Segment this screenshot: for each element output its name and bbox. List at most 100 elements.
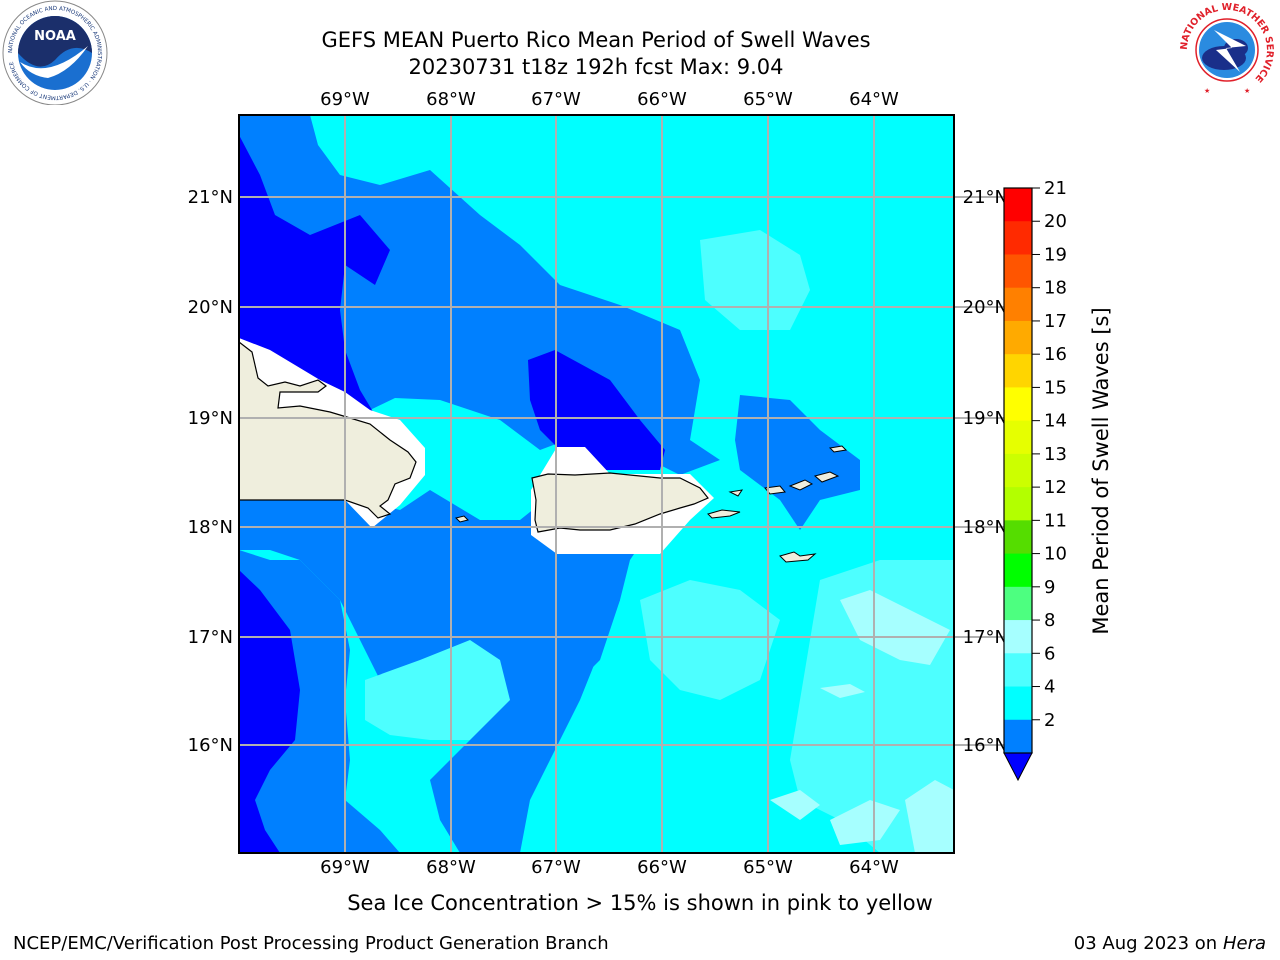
colorbar-tick-label: 9 [1044,577,1055,598]
island-anegada [828,445,848,453]
ocean-2-4 [239,135,390,420]
lat-label: 18°N [963,517,1008,538]
map-title: GEFS MEAN Puerto Rico Mean Period of Swe… [321,28,871,52]
svg-text:★: ★ [1204,87,1210,95]
ocean-9-10 [830,800,900,845]
sea-ice-note: Sea Ice Concentration > 15% is shown in … [347,891,933,915]
colorbar-tick-label: 10 [1044,544,1067,565]
credit-text: NCEP/EMC/Verification Post Processing Pr… [13,933,609,954]
lat-label: 16°N [963,735,1008,756]
lat-label: 17°N [188,627,233,648]
machine-name: Hera [1222,933,1266,954]
colorbar-tick-label: 11 [1044,510,1067,531]
colorbar-tick-label: 19 [1044,244,1067,265]
colorbar-bin [1004,453,1032,488]
ocean-9-10 [840,590,950,665]
colorbar-bins [1004,188,1032,754]
colorbar-tick-label: 15 [1044,377,1067,398]
lon-label: 69°W [320,89,370,110]
colorbar-bin [1004,620,1032,654]
lon-label: 68°W [426,89,476,110]
ocean-8-9 [700,230,810,330]
colorbar-tick-label: 13 [1044,444,1067,465]
svg-text:★: ★ [1244,87,1250,95]
ocean-4-6 [430,540,620,853]
colorbar-bin [1004,221,1032,255]
lon-label: 64°W [849,857,899,878]
noaa-logo-text: NOAA [34,29,76,44]
ocean-8-9 [365,640,510,740]
colorbar-bin [1004,320,1032,355]
ocean-2-4 [528,350,665,470]
colorbar-frame [1003,187,1033,754]
colorbar-tick-label: 21 [1044,178,1067,199]
ocean-9-10 [905,780,954,853]
colorbar-bin [1004,719,1032,754]
colorbar-bin [1004,553,1032,588]
colorbar-bin [1004,287,1032,322]
lon-label: 67°W [531,89,581,110]
lon-label: 68°W [426,857,476,878]
colorbar-bin [1004,586,1032,621]
colorbar: 21 20 19 18 17 16 15 14 13 12 11 10 9 8 6 4 2 Mean Perio… [1003,178,1113,782]
lon-label: 67°W [531,857,581,878]
colorbar-tick-label: 17 [1044,311,1067,332]
lon-label: 65°W [743,857,793,878]
colorbar-bin [1004,387,1032,422]
colorbar-bin [1004,188,1032,222]
colorbar-tick-label: 2 [1044,710,1055,731]
colorbar-tick-label: 14 [1044,411,1067,432]
colorbar-tick-label: 16 [1044,344,1067,365]
colorbar-ticks: 21 20 19 18 17 16 15 14 13 12 11 10 9 8 6 4 2 [1032,178,1067,731]
colorbar-bin [1004,254,1032,289]
ocean-9-10 [770,790,820,820]
lon-label: 65°W [743,89,793,110]
lat-label: 19°N [188,408,233,429]
noaa-logo: NATIONAL OCEANIC AND ATMOSPHERIC ADMINIS… [2,0,108,105]
lat-label: 21°N [963,187,1008,208]
lat-label: 19°N [963,408,1008,429]
lat-label: 18°N [188,517,233,538]
colorbar-bin [1004,354,1032,388]
island-virgin-islands [728,471,840,497]
colorbar-bin [1004,487,1032,521]
lat-label: 20°N [188,297,233,318]
lon-labels: 69°W 69°W 68°W 68°W 67°W 67°W 66°W 66°W 65°W 65°W… [320,89,899,878]
nws-logo: NATIONAL WEATHER SERVICE ★ ★ [1178,1,1276,99]
lat-label: 21°N [188,187,233,208]
ocean-4-6 [735,395,860,530]
lat-labels: 21°N 21°N 20°N 20°N 19°N 19°N 18°N 18°N 17°N 17°N… [188,187,1008,756]
colorbar-bin [1004,653,1032,688]
island-vieques [707,509,741,519]
colorbar-tick-label: 12 [1044,477,1067,498]
map-field [239,115,954,853]
colorbar-tick-label: 20 [1044,211,1067,232]
lon-label: 64°W [849,89,899,110]
island-mona [455,515,469,523]
lon-label: 66°W [637,89,687,110]
lon-label: 66°W [637,857,687,878]
colorbar-tick-label: 6 [1044,643,1055,664]
date-value: 03 Aug 2023 on [1073,933,1218,954]
colorbar-tick-label: 4 [1044,677,1055,698]
island-st-croix [779,551,817,563]
colorbar-tick-label: 18 [1044,278,1067,299]
ocean-9-10 [820,684,865,698]
date-text: 03 Aug 2023 on Hera [1074,933,1266,954]
ocean-2-4 [239,570,300,853]
colorbar-bin [1004,686,1032,721]
graticule [239,115,1008,853]
land-puerto-rico [531,472,709,533]
ocean-8-9 [640,580,780,700]
lat-label: 20°N [963,297,1008,318]
map-frame [238,114,955,854]
lat-label: 17°N [963,627,1008,648]
lon-label: 69°W [320,857,370,878]
colorbar-underflow [1003,752,1033,782]
lat-label: 16°N [188,735,233,756]
colorbar-bin [1004,520,1032,555]
colorbar-label: Mean Period of Swell Waves [s] [1089,307,1113,634]
colorbar-bin [1004,420,1032,455]
map-subtitle: 20230731 t18z 192h fcst Max: 9.04 [408,55,784,79]
